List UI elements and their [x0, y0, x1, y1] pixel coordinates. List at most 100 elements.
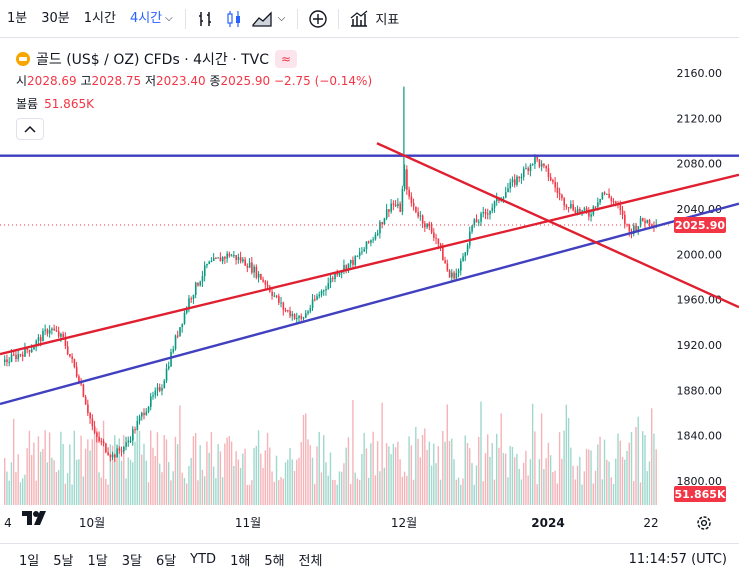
candle-body	[42, 330, 44, 342]
candle-body	[21, 354, 24, 357]
volume-bar	[19, 482, 22, 505]
symbol-name[interactable]: 골드 (US$ / OZ) CFDs · 4시간 · TVC	[36, 52, 270, 68]
candle-body	[183, 312, 186, 324]
current-price-label: 2025.90	[675, 219, 725, 232]
volume-bar	[648, 461, 651, 505]
timeframe-1m[interactable]: 1분	[7, 10, 28, 26]
candle-body	[257, 274, 260, 278]
candle-body	[320, 290, 323, 295]
settings-gear-icon[interactable]	[694, 513, 714, 533]
candle-body	[439, 244, 442, 247]
tradingview-logo[interactable]	[20, 507, 50, 529]
candle-body	[266, 284, 269, 287]
candle-body	[271, 291, 273, 296]
volume-bar	[116, 450, 118, 505]
volume-bar	[527, 475, 529, 505]
range-all[interactable]: 전체	[298, 554, 323, 569]
collapse-legend-button[interactable]	[16, 118, 44, 140]
candle-body	[289, 310, 291, 317]
volume-bar	[239, 468, 242, 505]
volume-bar	[608, 461, 610, 505]
range-5y[interactable]: 5해	[264, 554, 285, 569]
volume-bar	[123, 435, 125, 505]
candle-body	[401, 189, 404, 212]
candle-body	[136, 420, 139, 431]
range-1y[interactable]: 1해	[230, 554, 251, 569]
volume-bar	[199, 445, 201, 505]
volume-bar	[469, 448, 471, 505]
volume-bar	[419, 457, 422, 505]
candle-body	[421, 215, 424, 224]
utc-clock[interactable]: 11:14:57 (UTC)	[628, 552, 727, 567]
chart-pane[interactable]: 2160.00 2120.00 2080.00 2040.00 2000.00 1960.…	[0, 39, 739, 539]
volume-bar	[509, 446, 511, 505]
volume-bar	[639, 482, 642, 505]
wave-icon[interactable]: ≈	[275, 50, 298, 68]
volume-bar	[127, 457, 129, 505]
volume-bar	[176, 444, 179, 505]
area-chart-type-icon[interactable]	[250, 7, 274, 31]
timeframe-30m[interactable]: 30분	[41, 10, 70, 26]
volume-bar	[379, 471, 381, 505]
candle-body	[403, 169, 406, 190]
candle-body	[237, 257, 240, 260]
volume-bar	[518, 468, 520, 505]
timeframe-1h[interactable]: 1시간	[83, 10, 116, 26]
range-6m[interactable]: 6달	[155, 554, 177, 569]
candle-body	[610, 197, 613, 202]
timeframe-4h[interactable]: 4시간	[129, 10, 163, 26]
chart-legend: 골드 (US$ / OZ) CFDs · 4시간 · TVC ≈ 시2028.6…	[16, 48, 372, 140]
candle-chart-type-icon[interactable]	[222, 7, 246, 31]
volume-bar	[221, 477, 224, 505]
volume-bar	[194, 432, 197, 505]
current-price-badge	[674, 216, 726, 233]
volume-bar	[260, 453, 262, 505]
candle-body	[518, 176, 521, 179]
candle-body	[311, 299, 314, 308]
blue-support-trendline[interactable]	[0, 202, 739, 406]
volume-bar	[496, 433, 498, 505]
red-channel-trendline[interactable]	[0, 173, 739, 356]
volume-bar	[428, 441, 431, 505]
volume-bar	[500, 413, 502, 505]
range-ytd[interactable]: YTD	[190, 552, 217, 567]
volume-bar	[397, 441, 399, 505]
indicators-button-label[interactable]: 지표	[375, 13, 400, 28]
volume-bar	[340, 471, 343, 505]
time-tick-label: 2024	[531, 516, 564, 530]
indicators-icon[interactable]	[347, 7, 371, 31]
volume-bar	[212, 466, 215, 505]
candle-body	[233, 255, 235, 257]
price-chart[interactable]: 2160.00 2120.00 2080.00 2040.00 2000.00 1960.…	[0, 39, 739, 539]
volume-bar	[392, 443, 395, 505]
volume-bar	[545, 458, 547, 505]
candle-body	[100, 441, 103, 443]
candle-body	[397, 203, 399, 207]
volume-label: 볼륨	[16, 97, 39, 111]
compare-add-icon[interactable]	[306, 7, 330, 31]
candle-body	[8, 361, 11, 363]
range-1d[interactable]: 1일	[19, 554, 40, 569]
volume-bar	[336, 484, 338, 505]
candle-body	[347, 263, 350, 270]
range-3m[interactable]: 3달	[121, 554, 142, 569]
range-5d[interactable]: 5날	[53, 554, 74, 569]
bar-chart-type-icon[interactable]	[194, 7, 218, 31]
toolbar-divider	[338, 8, 340, 29]
candle-body	[10, 354, 13, 362]
candle-body	[561, 194, 563, 199]
candle-body	[15, 354, 17, 360]
chart-type-dropdown-icon[interactable]: ⌵	[277, 13, 286, 24]
red-descending-trendline[interactable]	[376, 142, 739, 309]
range-1m[interactable]: 1달	[87, 554, 108, 569]
candle-body	[370, 240, 372, 243]
candle-body	[221, 256, 224, 262]
candle-body	[540, 163, 543, 167]
candle-body	[448, 270, 451, 278]
candle-body	[574, 210, 577, 214]
volume-bar	[549, 455, 552, 505]
volume-bar	[502, 453, 505, 505]
candle-body	[73, 359, 76, 367]
timeframe-dropdown-icon[interactable]: ⌵	[165, 13, 173, 24]
candle-body	[143, 412, 145, 416]
